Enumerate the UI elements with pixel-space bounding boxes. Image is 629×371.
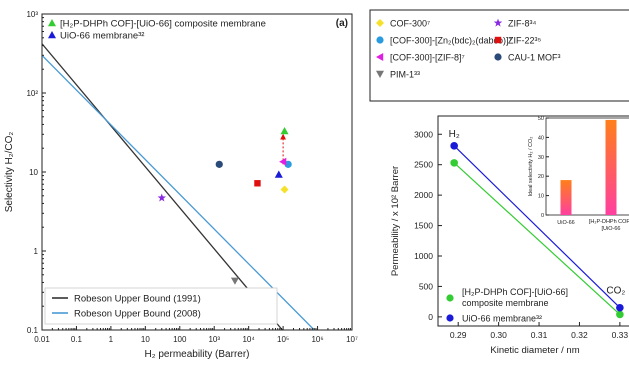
y-tick-label-b: 3000 bbox=[414, 129, 433, 139]
inset-bar-2 bbox=[605, 119, 617, 215]
data-point-8 bbox=[254, 180, 261, 187]
y-tick-label: 10² bbox=[26, 89, 38, 98]
series-2-point-2 bbox=[616, 303, 624, 312]
shared-legend-label-4: ZIF-22³⁵ bbox=[508, 36, 542, 46]
inset-bar-1 bbox=[560, 180, 572, 215]
x-tick-label: 10⁴ bbox=[242, 335, 255, 344]
shared-legend-marker-6 bbox=[494, 53, 502, 61]
legend-label-4: Robeson Upper Bound (2008) bbox=[74, 309, 201, 320]
legend-label-3: Robeson Upper Bound (1991) bbox=[74, 294, 201, 305]
data-point-6 bbox=[230, 277, 239, 285]
y-tick-label-b: 2000 bbox=[414, 190, 433, 200]
shared-legend-marker-2 bbox=[493, 18, 503, 27]
shared-legend-label-3: [COF-300]-[Zn₂(bdc)₂(dabco)]⁷ bbox=[390, 36, 512, 46]
legend-b-marker-1 bbox=[446, 294, 454, 302]
panel-a-chart: 0.01 0.1 1 10 100 10³ 10⁴ 10⁵ 10⁶ 10⁷0.111010²10³… bbox=[4, 10, 358, 360]
series-1-point-2 bbox=[616, 310, 624, 319]
panel-b-chart: 0.29 0.30 0.31 0.32 0.3305001000150020002500… bbox=[390, 115, 629, 356]
data-point-5 bbox=[279, 157, 287, 166]
series-line-2 bbox=[453, 145, 621, 309]
y-tick-label-b: 2500 bbox=[414, 160, 433, 170]
data-point-9 bbox=[215, 160, 223, 168]
legend-box-bottom bbox=[44, 287, 278, 325]
inset-category-2: [H₂P-DHPh COF]- bbox=[589, 219, 629, 225]
x-tick-label-b: 0.29 bbox=[450, 330, 467, 340]
shared-legend-marker-5 bbox=[376, 53, 384, 61]
upper-bound-line-1 bbox=[42, 43, 283, 330]
legend-b-marker-2 bbox=[446, 314, 454, 322]
plot-frame-b bbox=[437, 115, 629, 327]
upper-bound-line-2 bbox=[42, 54, 315, 330]
shared-legend-label-2: ZIF-8³⁴ bbox=[508, 19, 536, 29]
x-axis-label-b: Kinetic diameter / nm bbox=[490, 345, 579, 356]
data-point-1 bbox=[280, 127, 289, 135]
y-tick-label-b: 500 bbox=[419, 281, 433, 291]
legend-marker-1 bbox=[48, 19, 56, 27]
series-1-point-1 bbox=[450, 159, 458, 167]
inset-category-2-cont: [UiO-66 bbox=[602, 226, 621, 232]
x-tick-label: 100 bbox=[173, 335, 187, 344]
shared-legend-marker-7 bbox=[376, 70, 384, 78]
y-tick-label-b: 1000 bbox=[414, 251, 433, 261]
data-point-4 bbox=[284, 160, 292, 168]
legend-b-label-1-cont: composite membrane bbox=[462, 298, 549, 308]
shared-legend-marker-3 bbox=[376, 36, 384, 44]
legend-label-1: [H₂P-DHPh COF]-[UiO-66] composite membra… bbox=[60, 19, 266, 30]
legend-marker-2 bbox=[48, 31, 56, 39]
shared-legend-label-5: [COF-300]-[ZIF-8]⁷ bbox=[390, 53, 465, 63]
shared-legend-label-7: PIM-1³³ bbox=[390, 70, 420, 80]
x-tick-label: 10⁵ bbox=[277, 335, 289, 344]
inset-y-axis-label: Ideal selectivity H₂ / CO₂ bbox=[528, 137, 534, 197]
series-line-1 bbox=[453, 162, 621, 315]
x-tick-label-b: 0.30 bbox=[490, 330, 507, 340]
x-tick-label: 1 bbox=[109, 335, 114, 344]
y-tick-label-b: 0 bbox=[428, 312, 433, 322]
x-tick-label: 10 bbox=[141, 335, 150, 344]
x-tick-label-b: 0.32 bbox=[571, 330, 588, 340]
point-label-co2: CO₂ bbox=[606, 286, 625, 297]
point-label-h2: H₂ bbox=[449, 129, 460, 140]
plot-frame bbox=[41, 13, 353, 331]
inset-category-1: UiO-66 bbox=[557, 220, 574, 226]
x-tick-label: 10³ bbox=[208, 335, 220, 344]
legend-b-label-1: [H₂P-DHPh COF]-[UiO-66] bbox=[462, 287, 568, 297]
x-tick-label: 10⁷ bbox=[346, 335, 358, 344]
legend-label-2: UiO-66 membrane³² bbox=[60, 31, 144, 42]
x-tick-label: 10⁶ bbox=[311, 335, 323, 344]
y-tick-label: 1 bbox=[34, 247, 39, 256]
y-tick-label: 10 bbox=[29, 168, 38, 177]
shared-legend-label-6: CAU-1 MOF³ bbox=[508, 53, 561, 63]
x-tick-label: 0.1 bbox=[71, 335, 83, 344]
inset-bar-chart: 0 10 20 30 40 50 Ideal selectivity H₂ / CO₂ UiO… bbox=[528, 116, 629, 232]
x-axis-label: H₂ permeability (Barrer) bbox=[144, 349, 249, 360]
x-tick-label-b: 0.33 bbox=[612, 330, 629, 340]
shared-legend-marker-1 bbox=[376, 19, 384, 27]
inset-y-tick-label: 0 bbox=[541, 213, 544, 219]
inset-y-tick-label: 50 bbox=[538, 116, 544, 122]
shared-legend: COF-300⁷ ZIF-8³⁴ [COF-300]-[Zn₂(bdc)₂(dabc… bbox=[369, 9, 629, 102]
series-2-point-1 bbox=[450, 142, 458, 150]
y-tick-label-b: 1500 bbox=[414, 221, 433, 231]
panel-label-a: (a) bbox=[336, 18, 348, 29]
upper-bound-lines bbox=[42, 43, 315, 330]
y-axis-label: Selectivity H₂/CO₂ bbox=[4, 132, 15, 213]
inset-y-tick-label: 20 bbox=[538, 174, 544, 180]
x-tick-label: 0.01 bbox=[34, 335, 50, 344]
data-point-7 bbox=[157, 193, 166, 202]
legend-b-label-2: UiO-66 membrane³² bbox=[462, 314, 542, 324]
y-tick-label: 0.1 bbox=[27, 326, 39, 335]
x-tick-label-b: 0.31 bbox=[531, 330, 548, 340]
data-point-2 bbox=[274, 170, 283, 178]
y-tick-label: 10³ bbox=[26, 10, 38, 19]
shared-legend-label-1: COF-300⁷ bbox=[390, 19, 430, 29]
data-point-3 bbox=[280, 185, 289, 194]
inset-y-tick-label: 40 bbox=[538, 135, 544, 141]
y-axis-label-b: Permeability / x 10² Barrer bbox=[390, 166, 401, 276]
inset-y-tick-label: 30 bbox=[538, 155, 544, 161]
shared-legend-marker-4 bbox=[494, 36, 502, 44]
inset-y-tick-label: 10 bbox=[538, 194, 544, 200]
inset-frame bbox=[545, 117, 629, 216]
